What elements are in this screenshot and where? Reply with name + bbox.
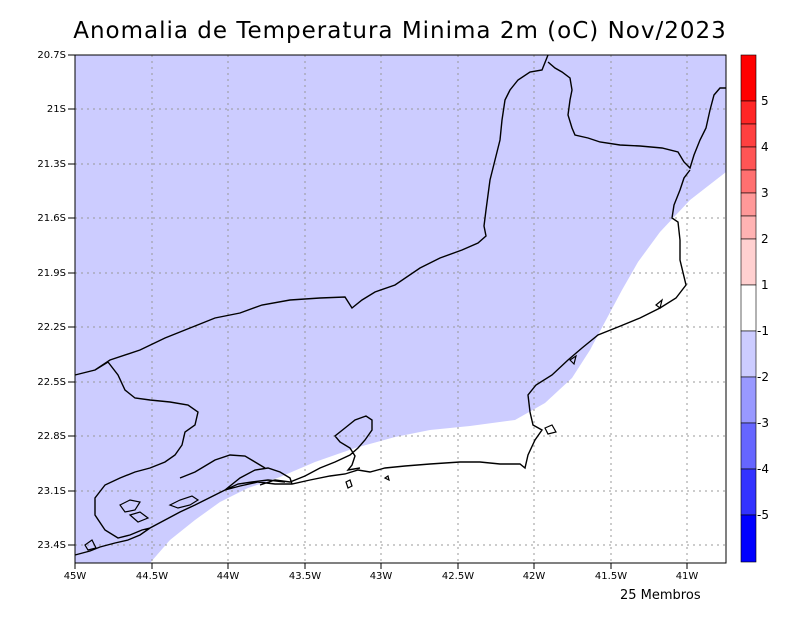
lat-tick-label: 20.7S: [37, 50, 66, 61]
lat-tick-label: 22.8S: [37, 431, 66, 442]
colorbar-swatch: [740, 284, 757, 332]
colorbar-swatch: [740, 169, 757, 194]
colorbar-swatch: [740, 100, 757, 125]
ensemble-members-note: 25 Membros: [620, 588, 701, 603]
lat-tick-label: 22.5S: [37, 377, 66, 388]
colorbar-swatch: [740, 330, 757, 378]
lat-tick-label: 21.9S: [37, 268, 66, 279]
colorbar-swatch: [740, 514, 757, 563]
colorbar-swatch: [740, 192, 757, 217]
map-title: Anomalia de Temperatura Minima 2m (oC) N…: [73, 18, 727, 44]
lon-tick-label: 44W: [217, 571, 240, 582]
lat-tick-label: 21.6S: [37, 213, 66, 224]
colorbar-label: 2: [761, 232, 769, 246]
lon-axis: 45W 44.5W 44W 43.5W 43W 42.5W 42W 41.5W …: [64, 563, 699, 582]
colorbar-swatch: [740, 215, 757, 240]
islands: [84, 298, 664, 551]
colorbar-label: -3: [757, 416, 769, 430]
lon-tick-label: 43W: [370, 571, 393, 582]
lat-tick-label: 23.1S: [37, 486, 66, 497]
lat-tick-label: 21.3S: [37, 159, 66, 170]
lon-tick-label: 42.5W: [442, 571, 474, 582]
colorbar-swatch: [740, 238, 757, 286]
colorbar: 5 4 3 2 1 -1 -2 -3 -4 -5: [740, 54, 769, 563]
lon-tick-label: 43.5W: [289, 571, 321, 582]
colorbar-swatch: [740, 54, 757, 102]
lon-tick-label: 45W: [64, 571, 87, 582]
colorbar-label: 5: [761, 94, 769, 108]
colorbar-swatch: [740, 123, 757, 148]
map-panel: [74, 54, 727, 564]
lon-tick-label: 44.5W: [136, 571, 168, 582]
colorbar-swatch: [740, 376, 757, 424]
colorbar-label: -5: [757, 508, 769, 522]
state-boundary: [74, 54, 726, 556]
colorbar-label: -2: [757, 370, 769, 384]
colorbar-label: 4: [761, 140, 769, 154]
colorbar-label: 1: [761, 278, 769, 292]
colorbar-swatch: [740, 468, 757, 516]
lat-tick-label: 22.2S: [37, 322, 66, 333]
grid-lines: [75, 55, 726, 563]
map-frame: [74, 54, 727, 564]
colorbar-swatch: [740, 146, 757, 171]
colorbar-swatch: [740, 422, 757, 470]
lat-axis: 20.7S 21S 21.3S 21.6S 21.9S 22.2S 22.5S …: [37, 50, 75, 551]
lon-tick-label: 41W: [676, 571, 699, 582]
lon-tick-label: 41.5W: [595, 571, 627, 582]
colorbar-label: -1: [757, 324, 769, 338]
lat-tick-label: 21S: [47, 104, 66, 115]
colorbar-label: 3: [761, 186, 769, 200]
colorbar-label: -4: [757, 462, 769, 476]
lat-tick-label: 23.4S: [37, 540, 66, 551]
lon-tick-label: 42W: [523, 571, 546, 582]
